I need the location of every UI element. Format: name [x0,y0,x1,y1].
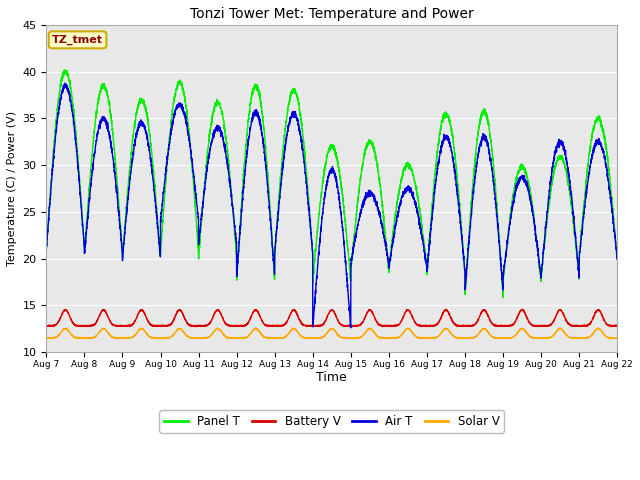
Battery V [460,324,468,329]
Line: Solar V: Solar V [46,328,617,338]
Air T [613,252,621,258]
Solar V [613,335,621,341]
Title: Tonzi Tower Met: Temperature and Power: Tonzi Tower Met: Temperature and Power [190,7,474,21]
Air T [460,259,468,265]
Solar V [145,333,153,339]
Panel T [613,256,621,262]
Air T [429,211,436,216]
Solar V [328,325,335,331]
Battery V [519,306,527,312]
Battery V [192,324,200,330]
Battery V [428,323,436,329]
Line: Panel T: Panel T [46,70,617,298]
X-axis label: Time: Time [316,372,347,384]
Battery V [145,319,153,325]
Solar V [429,335,436,341]
Air T [493,210,500,216]
Battery V [492,323,500,328]
Line: Battery V: Battery V [46,309,617,327]
Solar V [493,335,500,341]
Solar V [386,336,394,341]
Battery V [613,323,621,329]
Panel T [42,246,50,252]
Line: Air T: Air T [46,83,617,328]
Panel T [145,127,153,133]
Panel T [428,203,436,208]
Battery V [311,323,319,328]
Air T [613,256,621,262]
Air T [311,297,319,302]
Solar V [460,335,468,341]
Air T [347,325,355,331]
Solar V [613,335,621,341]
Panel T [613,248,621,254]
Air T [42,246,50,252]
Text: TZ_tmet: TZ_tmet [52,35,103,45]
Panel T [492,195,500,201]
Air T [145,147,153,153]
Legend: Panel T, Battery V, Air T, Solar V: Panel T, Battery V, Air T, Solar V [159,410,504,432]
Panel T [499,295,507,300]
Battery V [613,324,621,329]
Panel T [311,257,319,263]
Air T [61,80,69,86]
Battery V [42,323,50,328]
Solar V [310,335,318,341]
Y-axis label: Temperature (C) / Power (V): Temperature (C) / Power (V) [7,111,17,266]
Panel T [61,67,69,73]
Solar V [42,335,50,341]
Panel T [460,255,468,261]
